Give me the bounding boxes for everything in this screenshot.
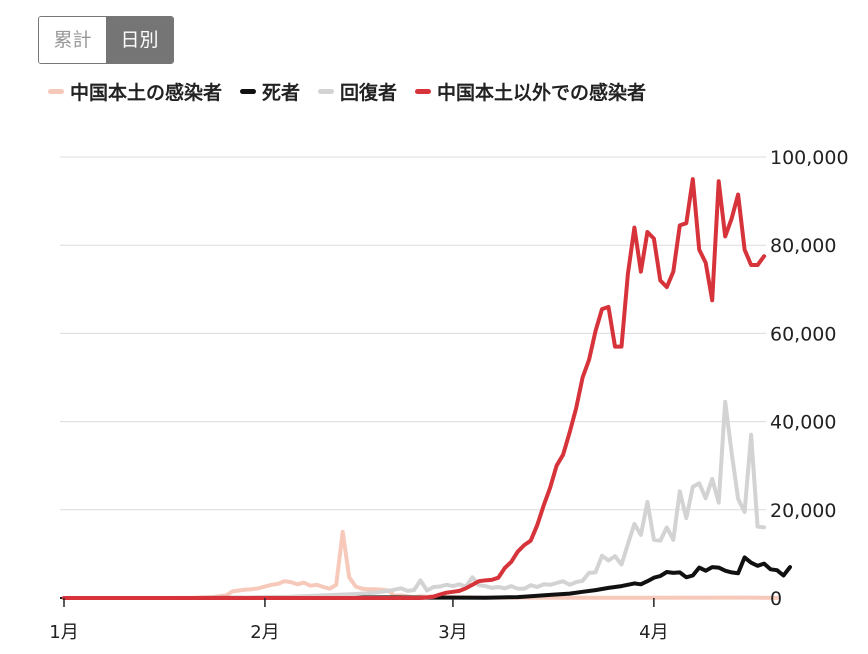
x-tick-label: 2月 [250,622,279,643]
x-tick-label: 1月 [49,622,78,643]
legend-item-mainland-cases[interactable]: 中国本土の感染者 [48,78,222,105]
y-tick-label: 60,000 [770,323,836,345]
series-line-2 [62,399,767,600]
legend-label: 中国本土の感染者 [70,82,223,104]
legend-item-recovered[interactable]: 回復者 [318,78,397,105]
x-axis-ticks: 1月 2月 3月 4月 [49,598,669,643]
legend-swatch [415,89,432,94]
series-line-0 [62,529,779,600]
legend-label: 死者 [262,82,301,104]
legend-swatch [48,89,64,94]
daily-button[interactable]: 日別 [106,17,173,63]
x-tick-label: 4月 [639,622,668,643]
view-toggle: 累計 日別 [38,16,174,64]
legend-label: 回復者 [340,82,398,104]
legend-item-deaths[interactable]: 死者 [240,78,300,105]
legend-swatch [240,89,257,94]
series-lines [62,177,792,600]
y-tick-label: 100,000 [770,147,849,169]
legend-item-outside-mainland-cases[interactable]: 中国本土以外での感染者 [415,78,646,105]
y-tick-label: 40,000 [770,412,836,434]
legend-swatch [318,89,335,94]
gridlines [60,156,766,599]
cumulative-button[interactable]: 累計 [39,17,106,63]
legend: 中国本土の感染者 死者 回復者 中国本土以外での感染者 [48,78,664,105]
y-axis-ticks: 0 20,000 40,000 60,000 80,000 100,000 [770,147,849,610]
series-line-3 [62,177,767,600]
y-tick-label: 0 [770,588,782,610]
x-tick-label: 3月 [438,622,467,643]
y-tick-label: 20,000 [770,500,836,522]
y-tick-label: 80,000 [770,235,836,257]
legend-label: 中国本土以外での感染者 [437,82,647,104]
